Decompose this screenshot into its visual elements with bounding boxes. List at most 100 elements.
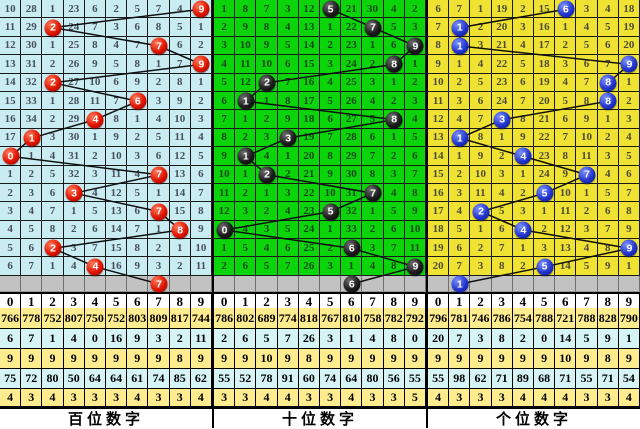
grid-cell: 15 — [0, 91, 22, 111]
grid-cell: 6 — [428, 0, 450, 19]
grid-cell: 1 — [404, 55, 426, 74]
grid-cell: 6 — [42, 183, 64, 203]
grid-cell: 8 — [618, 202, 640, 221]
stat-cell: 810 — [341, 308, 363, 329]
stat-cell: 788 — [534, 308, 556, 329]
stat-cell: 786 — [491, 308, 513, 329]
grid-cell: 20 — [428, 257, 450, 276]
grid-cell: 1 — [449, 147, 471, 166]
current-draw-cell — [277, 275, 299, 292]
grid-cell: 6 — [21, 239, 43, 258]
grid-cell: 34 — [21, 110, 43, 129]
grid-cell: 1 — [214, 239, 236, 258]
current-draw-cell — [618, 275, 640, 292]
grid-cell: 1 — [42, 36, 64, 56]
grid-cell: 7 — [42, 202, 64, 221]
current-draw-cell — [235, 275, 257, 292]
grid-cell: 17 — [0, 128, 22, 148]
stat-cell: 721 — [555, 308, 577, 329]
grid-cell: 3 — [449, 183, 471, 203]
grid-cell: 9 — [84, 55, 106, 74]
current-draw-cell — [383, 275, 405, 292]
current-draw-cell — [534, 275, 556, 292]
stat-cell: 750 — [84, 308, 106, 329]
stat-cell: 55 — [428, 369, 450, 389]
grid-cell: 12 — [0, 36, 22, 56]
grid-cell: 4 — [383, 0, 405, 19]
grid-cell: 3 — [404, 91, 426, 111]
grid-cell: 1 — [214, 0, 236, 19]
grid-cell: 6 — [597, 36, 619, 56]
units-panel-title: 个位数字 — [428, 407, 640, 428]
grid-cell: 12 — [214, 202, 236, 221]
grid-cell: 4 — [277, 202, 299, 221]
stat-cell: 7 — [21, 329, 43, 349]
hundreds-trend-grid: 10 28 1 23 6 2 5 7 4 11 29 24 7 3 6 8 5 1 12 30 1 25 8 4 7 6 2 13 31… — [0, 0, 212, 293]
current-draw-cell — [320, 275, 342, 292]
grid-cell: 1 — [383, 128, 405, 148]
stat-cell: 80 — [42, 369, 64, 389]
grid-cell: 3 — [148, 91, 170, 111]
stat-cell: 807 — [63, 308, 85, 329]
stat-cell: 4 — [362, 329, 384, 349]
stat-cell: 3 — [470, 389, 492, 407]
grid-cell: 11 — [84, 91, 106, 111]
grid-cell: 10 — [169, 110, 191, 129]
grid-cell: 2 — [148, 239, 170, 258]
stat-row: 2 6 5 7 26 3 1 4 8 0 — [214, 329, 426, 349]
grid-cell: 19 — [428, 239, 450, 258]
grid-cell: 7 — [597, 220, 619, 240]
stat-row: 9 9 9 9 9 9 10 9 8 9 — [428, 349, 640, 369]
stat-cell: 3 — [491, 389, 513, 407]
grid-cell: 3 — [84, 165, 106, 184]
stat-cell: 61 — [127, 369, 149, 389]
current-draw-cell — [190, 275, 212, 292]
grid-cell: 7 — [21, 257, 43, 276]
grid-cell: 5 — [597, 18, 619, 37]
grid-cell: 7 — [362, 147, 384, 166]
grid-cell: 7 — [277, 73, 299, 92]
grid-cell: 2 — [512, 257, 534, 276]
grid-cell: 3 — [576, 220, 598, 240]
grid-cell: 9 — [320, 165, 342, 184]
grid-cell: 4 — [214, 55, 236, 74]
grid-cell: 7 — [404, 165, 426, 184]
stat-cell: 781 — [449, 308, 471, 329]
grid-cell: 6 — [383, 36, 405, 56]
grid-cell: 8 — [362, 165, 384, 184]
grid-cell: 5 — [148, 128, 170, 148]
grid-cell: 1 — [235, 165, 257, 184]
grid-cell: 9 — [470, 147, 492, 166]
stat-cell: 4 — [42, 389, 64, 407]
grid-cell: 1 — [42, 0, 64, 19]
stat-cell: 1 — [42, 329, 64, 349]
grid-cell: 9 — [428, 55, 450, 74]
grid-cell: 18 — [534, 55, 556, 74]
stat-cell: 3 — [298, 389, 320, 407]
stat-cell: 9 — [512, 349, 534, 369]
grid-cell: 28 — [21, 0, 43, 19]
grid-cell: 9 — [106, 128, 128, 148]
grid-cell: 10 — [404, 220, 426, 240]
stat-row: 786 802 689 774 818 767 810 758 782 792 — [214, 308, 426, 329]
grid-cell: 3 — [21, 183, 43, 203]
current-draw-cell — [470, 275, 492, 292]
grid-cell: 12 — [555, 220, 577, 240]
stat-cell: 809 — [148, 308, 170, 329]
stat-cell: 828 — [597, 308, 619, 329]
current-draw-cell — [512, 275, 534, 292]
grid-cell: 12 — [169, 147, 191, 166]
grid-cell: 9 — [597, 257, 619, 276]
grid-cell: 15 — [428, 165, 450, 184]
grid-cell: 2 — [512, 0, 534, 19]
grid-cell: 5 — [512, 55, 534, 74]
stat-cell: 8 — [169, 349, 191, 369]
stat-cell: 818 — [298, 308, 320, 329]
grid-cell: 2 — [214, 18, 236, 37]
grid-cell: 14 — [555, 257, 577, 276]
grid-cell: 8 — [404, 183, 426, 203]
grid-cell: 3 — [277, 183, 299, 203]
stat-cell: 2 — [169, 329, 191, 349]
